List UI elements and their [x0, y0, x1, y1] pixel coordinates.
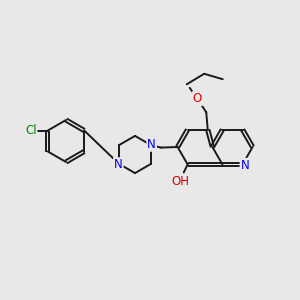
- Text: OH: OH: [172, 175, 190, 188]
- Text: N: N: [241, 159, 249, 172]
- Text: Cl: Cl: [25, 124, 37, 137]
- Text: N: N: [114, 158, 123, 171]
- Text: N: N: [147, 138, 156, 151]
- Text: O: O: [193, 92, 202, 105]
